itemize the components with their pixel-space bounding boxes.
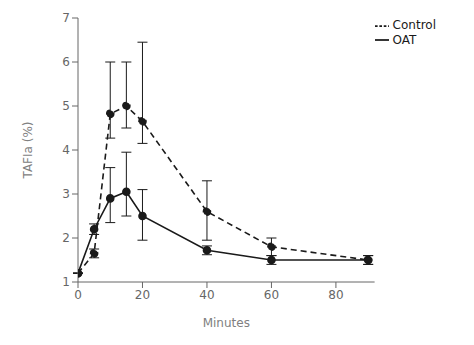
svg-text:1: 1 [62, 275, 70, 289]
svg-text:0: 0 [74, 288, 82, 302]
svg-text:4: 4 [62, 143, 70, 157]
svg-text:60: 60 [264, 288, 279, 302]
svg-text:20: 20 [135, 288, 150, 302]
svg-text:Minutes: Minutes [203, 316, 250, 330]
svg-text:7: 7 [62, 11, 70, 25]
svg-text:3: 3 [62, 187, 70, 201]
svg-text:80: 80 [328, 288, 343, 302]
svg-text:5: 5 [62, 99, 70, 113]
svg-text:TAFIa (%): TAFIa (%) [21, 122, 35, 180]
html-text:OAT: OAT [392, 32, 417, 47]
svg-text:6: 6 [62, 55, 70, 69]
html-text:Control: Control [392, 18, 436, 32]
svg-text:2: 2 [62, 231, 70, 245]
svg-text:40: 40 [199, 288, 214, 302]
